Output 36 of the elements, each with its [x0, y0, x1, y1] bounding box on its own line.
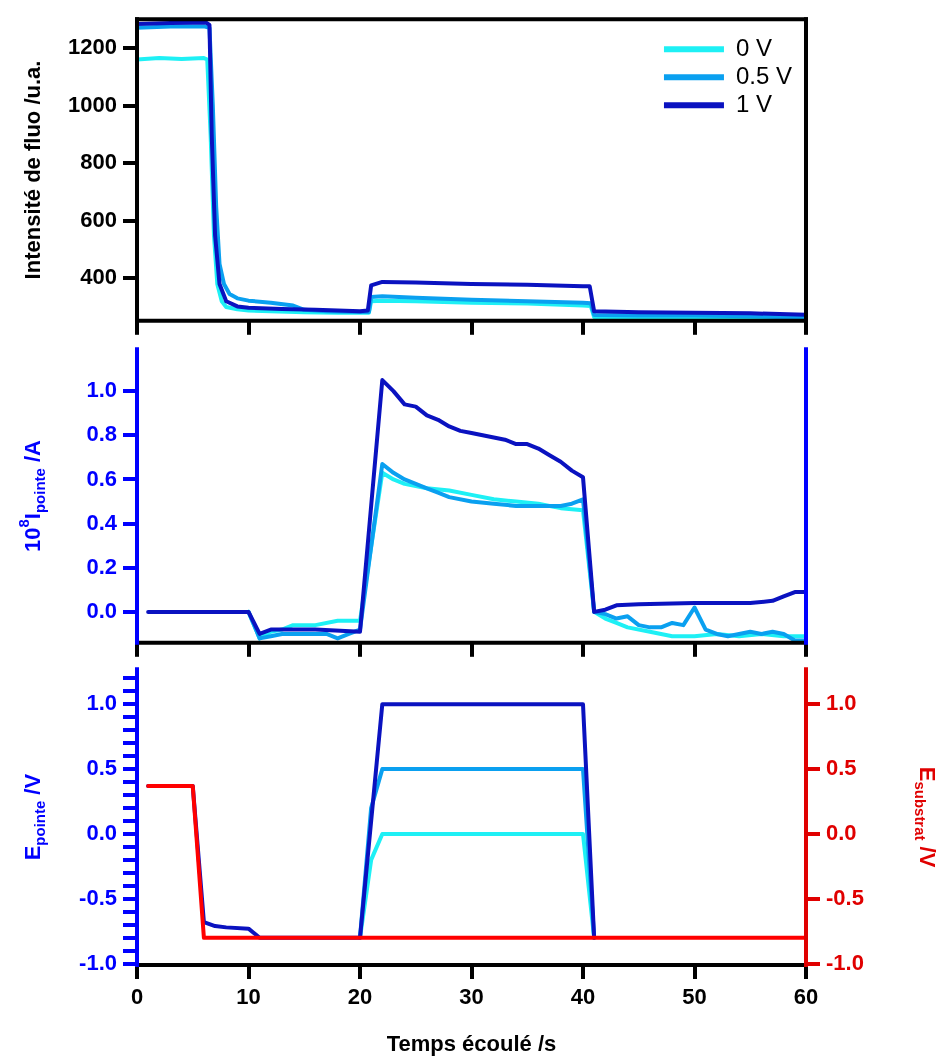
legend-label: 0.5 V: [735, 61, 793, 89]
y-tick-label: 1.0: [86, 377, 117, 403]
y2-tick-label: -1.0: [826, 949, 864, 975]
y-tick-label: 600: [80, 206, 117, 232]
x-tick-label: 60: [793, 984, 819, 1010]
y2-tick-label: 1.0: [826, 690, 857, 716]
y-tick-label: 1000: [68, 91, 117, 117]
y2-tick-label: 0.5: [826, 755, 857, 781]
y-tick-label: 1200: [68, 34, 117, 60]
y-tick-label: 1.0: [86, 690, 117, 716]
y2-tick-label: -0.5: [826, 884, 864, 910]
x-tick-label: 0: [130, 984, 144, 1010]
y-axis-title: Epointe /V: [20, 773, 48, 861]
y-tick-label: 0.4: [86, 509, 118, 535]
y-tick-label: 0.6: [86, 465, 117, 491]
legend-label: 1 V: [735, 89, 772, 117]
x-tick-label: 20: [347, 984, 373, 1010]
y-tick-label: 0.0: [86, 597, 117, 623]
y-tick-label: -0.5: [79, 884, 117, 910]
x-tick-label: 50: [682, 984, 707, 1010]
y-tick-label: 0.0: [86, 820, 117, 846]
y-tick-label: 800: [80, 149, 117, 175]
y-axis-title: Intensité de fluo /u.a.: [20, 60, 46, 280]
x-tick-label: 30: [459, 984, 484, 1010]
y-tick-label: 0.2: [86, 553, 117, 579]
y-tick-label: 0.8: [86, 421, 117, 447]
y-axis-title: 108Ipointe /A: [15, 439, 48, 552]
x-tick-label: 10: [236, 984, 261, 1010]
x-tick-label: 40: [570, 984, 596, 1010]
y-tick-label: 0.5: [86, 755, 117, 781]
y2-tick-label: 0.0: [826, 820, 857, 846]
y2-axis-title: Esubstrat /V: [912, 766, 939, 868]
y-tick-label: -1.0: [79, 949, 117, 975]
y-tick-label: 400: [80, 264, 117, 290]
legend-label: 0 V: [735, 33, 772, 61]
x-axis-title: Temps écoulé /s: [386, 1031, 557, 1057]
